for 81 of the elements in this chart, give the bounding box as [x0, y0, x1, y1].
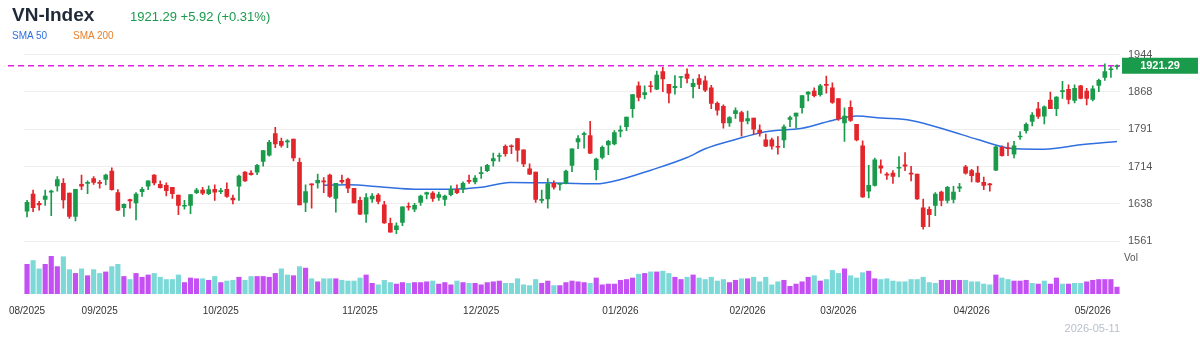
- bar: [296, 266, 303, 294]
- bar: [738, 278, 745, 294]
- bar: [587, 282, 593, 294]
- bar: [309, 278, 315, 294]
- candlestick: [648, 81, 654, 93]
- x-tick-label: 10/2025: [202, 304, 240, 316]
- bar: [993, 274, 999, 294]
- x-tick-label: 05/2026: [1074, 304, 1112, 316]
- y-tick-label: 1561: [1128, 234, 1153, 247]
- x-tick-label: 01/2026: [602, 304, 639, 316]
- bar: [551, 285, 557, 294]
- x-tick-label: 02/2026: [729, 304, 767, 316]
- bar: [127, 279, 133, 294]
- bar: [1059, 283, 1066, 294]
- candlestick: [678, 76, 684, 89]
- bar: [1029, 282, 1035, 294]
- candlestick: [1108, 65, 1114, 78]
- bar: [817, 280, 823, 294]
- y-tick-label: 1638: [1128, 196, 1153, 209]
- candlestick: [581, 131, 587, 149]
- bar: [200, 278, 206, 294]
- x-tick-label: 11/2025: [342, 304, 379, 316]
- legend-label: SMA 200: [73, 30, 114, 41]
- candlestick: [557, 183, 563, 191]
- bar: [121, 276, 127, 294]
- bar: [454, 280, 460, 294]
- bar: [841, 268, 848, 294]
- bar: [636, 273, 642, 294]
- text: SMA 50: [12, 30, 48, 41]
- candlestick: [1005, 142, 1011, 156]
- candlestick: [896, 156, 902, 178]
- x-tick-label: 03/2026: [820, 304, 857, 316]
- bar: [315, 281, 321, 294]
- y-tick-label: 1868: [1128, 84, 1153, 97]
- y-tick-label: 1944: [1128, 47, 1153, 60]
- candlestick: [823, 75, 829, 94]
- x-tick-label: 04/2026: [953, 304, 991, 316]
- text: 2026-05-11: [1064, 322, 1120, 334]
- x-tick-label: 09/2025: [81, 304, 119, 316]
- bar: [333, 278, 339, 294]
- candlestick: [42, 189, 48, 206]
- bar: [85, 275, 91, 294]
- bar: [811, 275, 817, 294]
- chart-subtitle: 1921.29 +5.92 (+0.31%): [130, 9, 271, 24]
- y-tick-label: 1714: [1128, 159, 1153, 172]
- bar: [654, 271, 660, 294]
- bar: [1041, 280, 1047, 294]
- chart-title: VN-Index: [12, 4, 95, 26]
- y-tick-label: 1791: [1128, 122, 1153, 135]
- bar: [212, 276, 218, 294]
- bar: [1035, 283, 1041, 294]
- candlestick: [539, 189, 545, 204]
- bar: [405, 282, 412, 294]
- bar: [466, 282, 472, 294]
- bar: [103, 271, 109, 294]
- candlestick: [775, 136, 781, 155]
- bar: [78, 268, 85, 294]
- bar: [303, 267, 309, 294]
- bar: [745, 278, 751, 294]
- candlestick: [315, 173, 321, 189]
- bar: [218, 282, 224, 294]
- candlestick: [466, 174, 472, 184]
- x-tick-label: 12/2025: [463, 304, 500, 316]
- bar: [290, 275, 297, 294]
- ref-line-label: 1921.29: [1140, 58, 1180, 71]
- bar: [460, 282, 466, 294]
- bar: [1065, 283, 1072, 294]
- bar: [206, 279, 212, 294]
- bar: [642, 273, 648, 294]
- bar: [684, 276, 690, 294]
- bar: [236, 276, 242, 294]
- candlestick: [478, 166, 484, 179]
- bar: [690, 274, 696, 294]
- candlestick: [490, 152, 496, 167]
- x-tick-label: 08/2025: [8, 304, 46, 316]
- bar: [24, 263, 30, 294]
- bar: [430, 280, 436, 294]
- bar: [72, 273, 79, 294]
- y-axis-title: Vol: [1124, 252, 1138, 263]
- bar: [648, 271, 654, 294]
- candlestick: [902, 152, 908, 172]
